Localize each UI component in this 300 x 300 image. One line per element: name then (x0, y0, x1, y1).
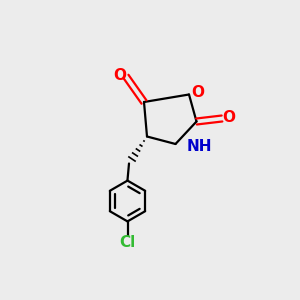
Text: O: O (191, 85, 204, 100)
Text: O: O (222, 110, 235, 125)
Text: NH: NH (187, 139, 212, 154)
Text: O: O (113, 68, 127, 82)
Text: Cl: Cl (119, 235, 136, 250)
